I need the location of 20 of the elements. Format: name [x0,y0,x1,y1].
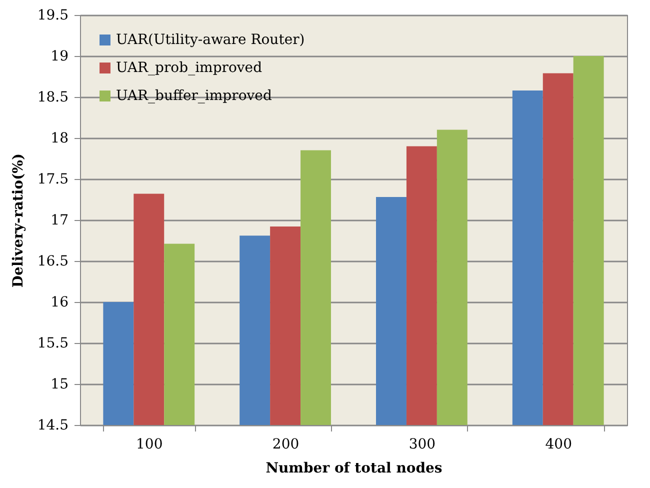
x-tick-label: 200 [272,436,300,452]
y-tick-label: 15.5 [37,336,68,352]
y-tick-label: 17.5 [37,172,68,188]
y-tick-label: 14.5 [37,418,68,434]
x-tick-label: 100 [136,436,163,452]
x-axis-title: Number of total nodes [266,460,442,476]
y-tick-label: 15 [50,376,68,392]
y-tick-label: 19.5 [37,8,68,24]
y-tick-label: 16 [50,294,69,310]
x-tick-label: 300 [408,436,436,452]
legend-label: UAR(Utility-aware Router) [116,32,305,48]
legend-label: UAR_prob_improved [116,60,262,76]
y-tick-label: 16.5 [37,254,68,270]
y-tick-label: 18.5 [37,90,68,106]
y-axis-title: Delivery-ratio(%) [10,153,26,288]
y-tick-label: 18 [50,130,68,146]
y-tick-label: 17 [50,212,68,228]
y-tick-label: 19 [50,48,68,64]
x-tick-label: 400 [545,436,572,452]
legend-label: UAR_buffer_improved [116,88,272,104]
